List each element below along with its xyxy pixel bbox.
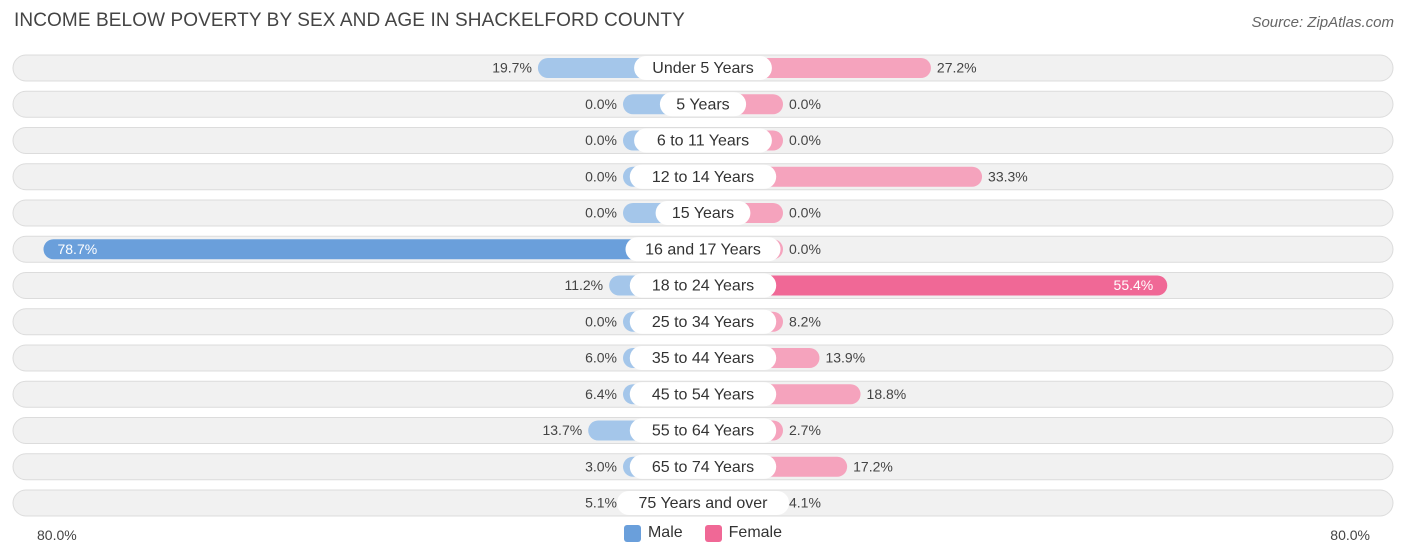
- female-value-label: 18.8%: [867, 386, 907, 402]
- male-value-label: 13.7%: [542, 422, 582, 438]
- male-value-label: 3.0%: [585, 458, 617, 474]
- female-value-label: 0.0%: [789, 241, 821, 257]
- female-value-label: 33.3%: [988, 168, 1028, 184]
- axis-label-left: 80.0%: [37, 527, 77, 543]
- female-value-label: 0.0%: [789, 132, 821, 148]
- category-label-background: [634, 128, 772, 153]
- male-bar: [43, 239, 713, 260]
- legend-swatch-male: [623, 524, 641, 542]
- category-label-background: [629, 309, 777, 334]
- male-value-label: 11.2%: [564, 277, 603, 293]
- legend: Male Female: [0, 524, 1406, 542]
- female-value-label: 8.2%: [789, 313, 821, 329]
- category-label-background: [629, 346, 777, 370]
- category-label: 6 to 11 Years: [657, 133, 749, 150]
- female-value-label: 0.0%: [789, 96, 821, 112]
- poverty-chart: 19.7% 27.2% Under 5 Years 0.0% 0.0% 5 Years 0.…: [12, 54, 1394, 517]
- category-label-background: [629, 164, 777, 189]
- female-value-label: 4.1%: [789, 495, 821, 511]
- female-value-label: 2.7%: [789, 422, 821, 438]
- category-label: 65 to 74 Years: [652, 459, 754, 476]
- category-label: 45 to 54 Years: [652, 386, 754, 403]
- female-value-label: 13.9%: [825, 350, 865, 366]
- legend-item-female: Female: [704, 524, 783, 542]
- legend-label-male: Male: [647, 524, 683, 541]
- category-label: 55 to 64 Years: [652, 423, 754, 440]
- male-value-label: 5.1%: [585, 495, 617, 511]
- legend-swatch-female: [704, 524, 722, 542]
- male-value-label: 0.0%: [585, 313, 617, 329]
- category-label: 5 Years: [676, 96, 729, 113]
- category-label-background: [629, 382, 777, 407]
- category-label: Under 5 Years: [652, 60, 753, 77]
- male-value-label: 0.0%: [585, 168, 617, 184]
- female-value-label: 17.2%: [853, 458, 893, 474]
- legend-item-male: Male: [623, 524, 683, 542]
- chart-title: INCOME BELOW POVERTY BY SEX AND AGE IN S…: [14, 10, 685, 31]
- category-label-background: [616, 491, 790, 515]
- category-label: 16 and 17 Years: [645, 241, 761, 258]
- male-value-label: 0.0%: [585, 132, 617, 148]
- male-value-label: 6.0%: [585, 350, 617, 366]
- category-label-background: [629, 273, 777, 298]
- category-label: 75 Years and over: [639, 495, 769, 512]
- category-label-background: [629, 418, 777, 443]
- female-value-label: 27.2%: [937, 60, 977, 76]
- category-label-background: [634, 56, 772, 80]
- male-value-label: 6.4%: [585, 386, 617, 402]
- category-label-background: [625, 237, 781, 262]
- category-label-background: [629, 454, 777, 479]
- source-note: Source: ZipAtlas.com: [1251, 14, 1394, 31]
- category-label: 15 Years: [672, 205, 734, 222]
- axis-label-right: 80.0%: [1330, 527, 1370, 543]
- category-label: 18 to 24 Years: [652, 278, 754, 295]
- category-label: 35 to 44 Years: [652, 350, 754, 367]
- category-label-background: [655, 201, 751, 225]
- male-value-label: 78.7%: [57, 241, 97, 257]
- female-bar: [693, 275, 1168, 296]
- category-label-background: [659, 92, 747, 117]
- category-label: 12 to 14 Years: [652, 169, 754, 186]
- male-value-label: 0.0%: [585, 205, 617, 221]
- category-label: 25 to 34 Years: [652, 314, 754, 331]
- male-value-label: 19.7%: [492, 60, 532, 76]
- legend-label-female: Female: [728, 524, 783, 541]
- male-value-label: 0.0%: [585, 96, 617, 112]
- female-value-label: 0.0%: [789, 205, 821, 221]
- female-value-label: 55.4%: [1114, 277, 1154, 293]
